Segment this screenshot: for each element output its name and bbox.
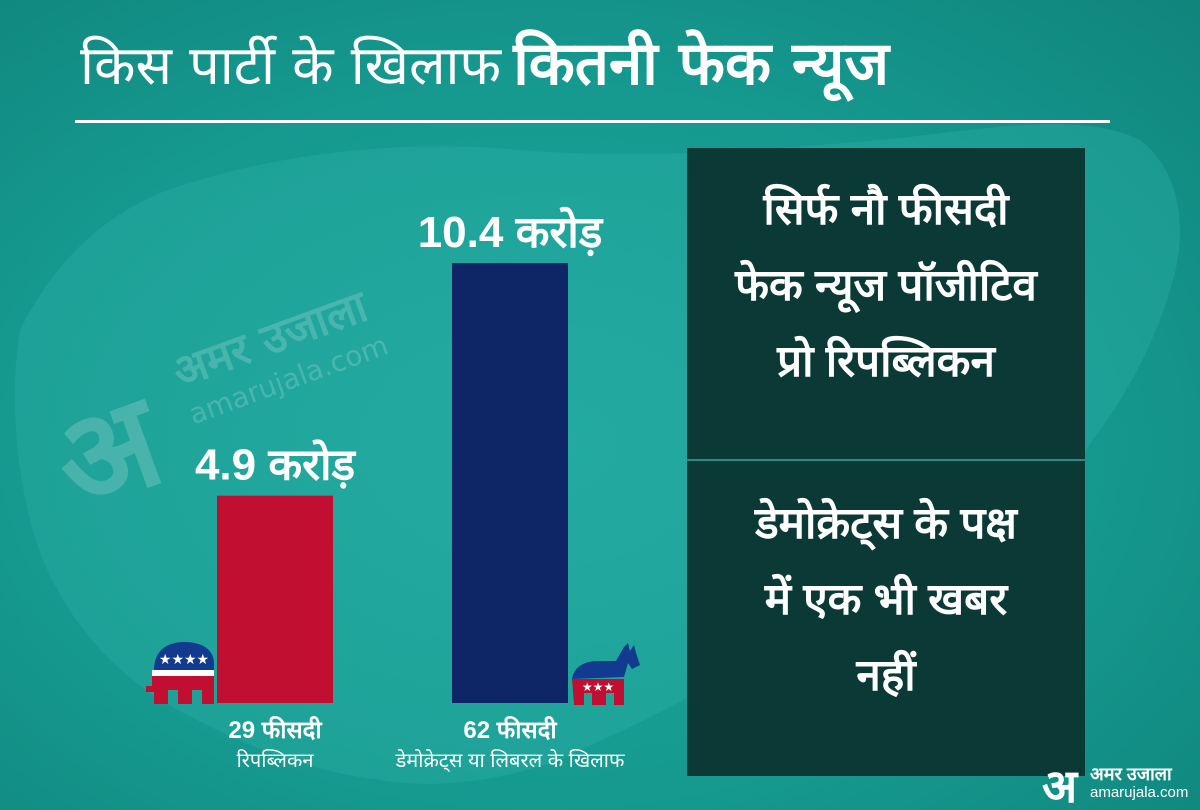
panel-divider — [687, 459, 1085, 461]
page-title: किस पार्टी के खिलाफ कितनी फेक न्यूज — [80, 20, 1120, 120]
panel-bottom-line-3: नहीं — [856, 651, 916, 700]
bar-2 — [452, 263, 568, 703]
panel-bottom-text: डेमोक्रेट्स के पक्ष में एक भी खबर नहीं — [697, 486, 1075, 714]
category-label-1: रिपब्लिकन — [237, 749, 315, 772]
title-bold: कितनी फेक न्यूज — [513, 29, 889, 99]
panel-top-line-1: सिर्फ नौ फीसदी — [763, 185, 1009, 234]
democrat-donkey-icon: ★★★ — [572, 643, 640, 705]
logo-name: अमर उजाला — [1090, 764, 1172, 784]
bar-1 — [217, 495, 333, 703]
title-light: किस पार्टी के खिलाफ — [80, 34, 502, 97]
percent-label-1: 29 फीसदी — [228, 716, 322, 744]
republican-elephant-icon: ★★★★ — [146, 642, 214, 704]
percent-label-2: 62 फीसदी — [463, 716, 557, 744]
panel-bottom-line-2: में एक भी खबर — [764, 575, 1008, 624]
panel-bottom-line-1: डेमोक्रेट्स के पक्ष — [755, 499, 1017, 548]
panel-top-text: सिर्फ नौ फीसदी फेक न्यूज पॉजीटिव प्रो रि… — [697, 172, 1075, 400]
bar-value-label-2: 10.4 करोड़ — [418, 206, 604, 257]
panel-top-line-3: प्रो रिपब्लिकन — [777, 337, 995, 386]
panel-top-line-2: फेक न्यूज पॉजीटिव — [735, 261, 1037, 310]
logo-url: amarujala.com — [1090, 784, 1189, 801]
bar-value-label-1: 4.9 करोड़ — [195, 439, 357, 490]
svg-text:★★★: ★★★ — [582, 680, 614, 694]
info-panel: सिर्फ नौ फीसदी फेक न्यूज पॉजीटिव प्रो रि… — [687, 148, 1085, 776]
logo-glyph: अ — [1042, 759, 1078, 810]
amarujala-logo: अ अमर उजाला amarujala.com — [1042, 759, 1192, 810]
category-label-2: डेमोक्रेट्स या लिबरल के खिलाफ — [395, 749, 625, 773]
svg-text:★★★★: ★★★★ — [159, 652, 209, 668]
title-underline — [75, 120, 1110, 123]
